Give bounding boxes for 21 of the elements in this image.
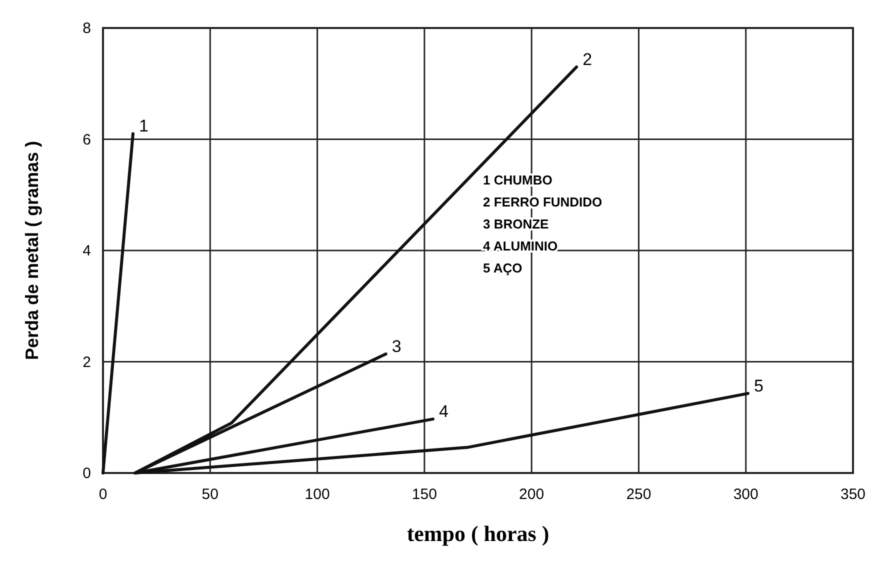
x-tick-label: 150 [412, 486, 437, 503]
annotation: 5 AÇO [483, 260, 522, 276]
x-tick-label: 300 [733, 486, 758, 503]
series-label: 5 [754, 376, 764, 396]
y-tick-label: 6 [82, 131, 91, 148]
series-label: 3 [392, 336, 402, 356]
y-tick-label: 4 [82, 242, 91, 260]
y-tick-label: 0 [82, 465, 91, 482]
series-label: 4 [439, 402, 448, 422]
y-tick-label: 2 [82, 354, 91, 371]
series-label: 2 [582, 50, 592, 69]
series-label: 1 [139, 116, 148, 136]
x-tick-label: 350 [840, 486, 866, 503]
x-tick-label: 250 [626, 486, 652, 503]
x-tick-label: 200 [519, 486, 544, 503]
x-tick-label: 50 [202, 486, 218, 503]
x-tick-label: 0 [98, 486, 108, 503]
x-tick-label: 100 [304, 486, 330, 503]
x-axis-title: tempo ( horas ) [406, 521, 550, 546]
y-axis-title: Perda de metal ( gramas ) [22, 140, 42, 360]
y-tick-label: 8 [82, 20, 91, 37]
